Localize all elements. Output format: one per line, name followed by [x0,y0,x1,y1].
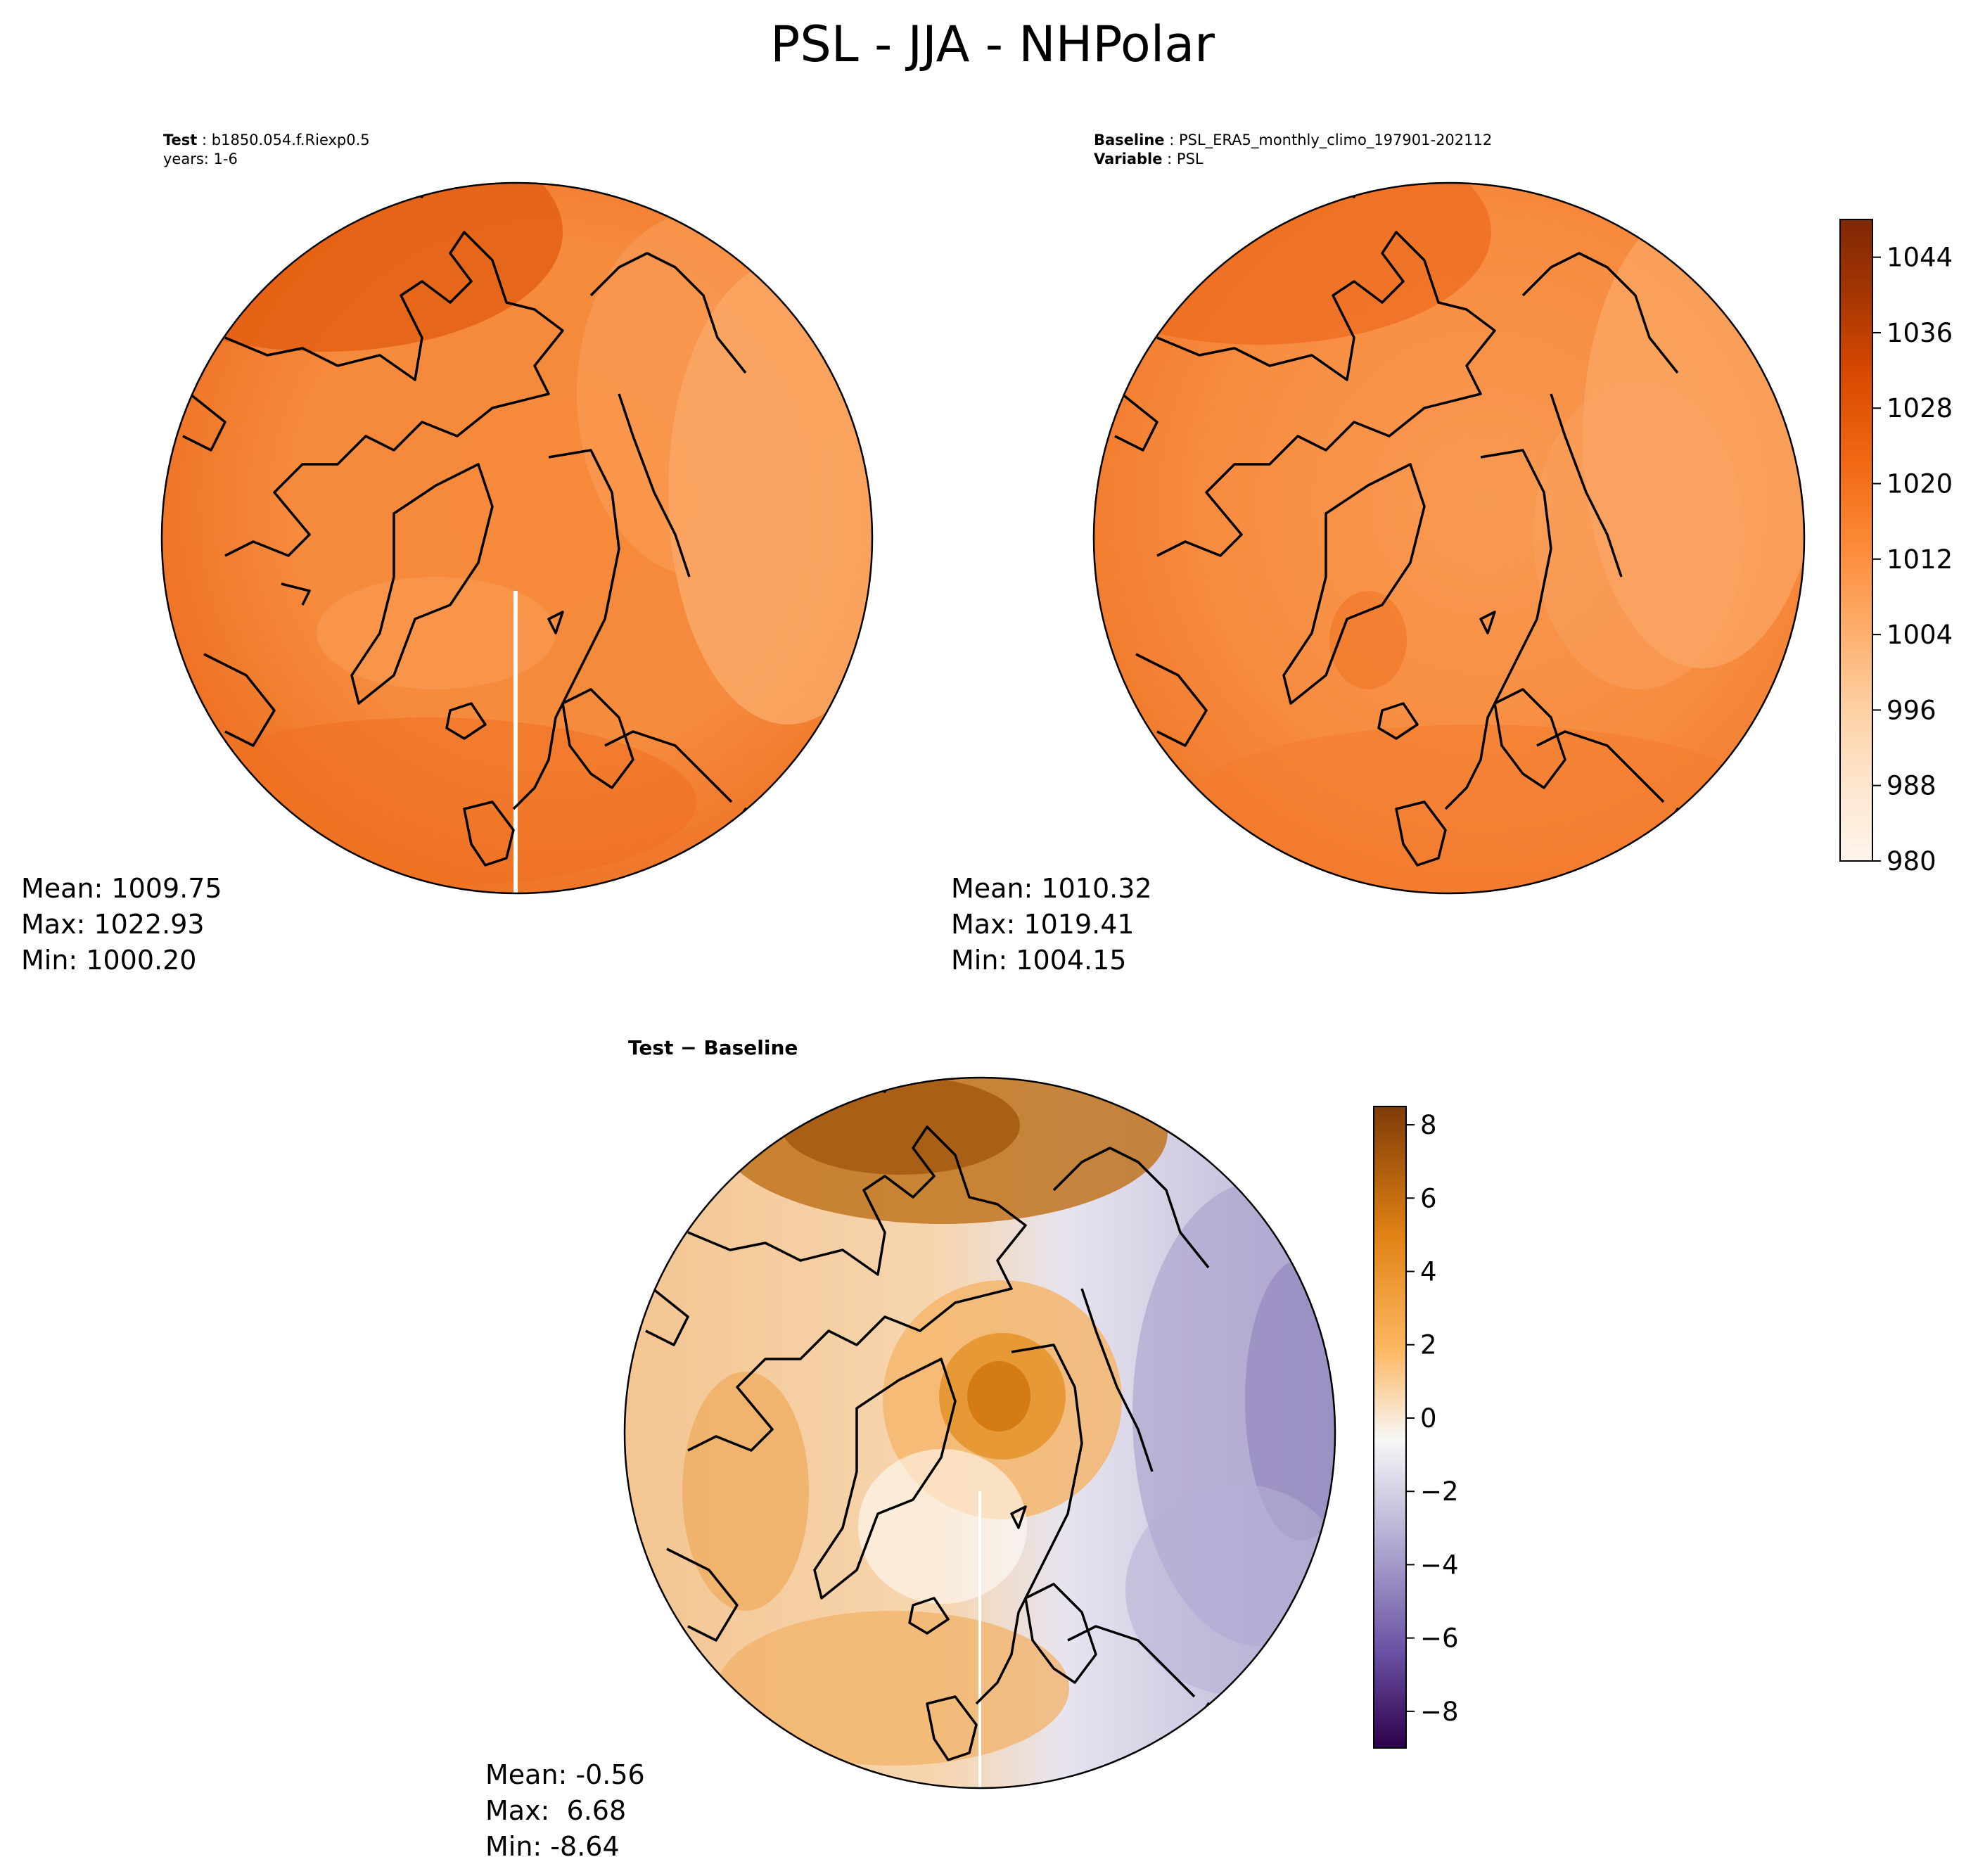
variable-label: Variable [1094,151,1163,167]
diff-tick-label: −4 [1420,1550,1459,1580]
diff-tick-label: 0 [1420,1403,1437,1434]
psl-tick-label: 1036 [1887,318,1953,348]
test-label: Test [163,132,198,148]
psl-colorbar: 980 988 996 1004 1012 1020 1028 1036 1044 [1839,219,1953,876]
diff-tick-label: 8 [1420,1110,1437,1140]
test-max: Max: 1022.93 [21,909,205,940]
test-min: Min: 1000.20 [21,945,197,976]
test-stats: Mean: 1009.75 Max: 1022.93 Min: 1000.20 [21,871,222,978]
test-years: years: 1-6 [163,151,238,167]
baseline-panel-title: Baseline : PSL_ERA5_monthly_climo_197901… [1094,132,1493,167]
baseline-map [1092,181,1806,895]
psl-tick-label: 1020 [1887,469,1953,499]
baseline-stats: Mean: 1010.32 Max: 1019.41 Min: 1004.15 [951,871,1152,978]
variable-name: PSL [1176,151,1204,167]
baseline-case-name: PSL_ERA5_monthly_climo_197901-202112 [1178,132,1493,148]
psl-tick-label: 1044 [1887,243,1953,273]
psl-tick-label: 1028 [1887,393,1953,423]
diff-tick-label: 6 [1420,1183,1437,1213]
diff-tick-label: −6 [1420,1623,1459,1654]
psl-tick-label: 988 [1887,771,1936,801]
baseline-label: Baseline [1094,132,1165,148]
psl-tick-label: 1012 [1887,544,1953,575]
diff-tick-label: 2 [1420,1330,1437,1360]
diff-colorbar: 8 6 4 2 0 −2 −4 −6 −8 [1373,1106,1459,1749]
diff-stats: Mean: -0.56 Max: 6.68 Min: -8.64 [485,1757,645,1865]
psl-tick-label: 996 [1887,695,1936,725]
diff-mean: Mean: -0.56 [485,1759,645,1790]
diff-tick-label: 4 [1420,1257,1437,1287]
test-case-name: b1850.054.f.Riexp0.5 [211,132,370,148]
diff-max: Max: 6.68 [485,1795,627,1826]
diff-tick-label: −2 [1420,1476,1459,1507]
diff-min: Min: -8.64 [485,1831,620,1862]
psl-tick-label: 1004 [1887,620,1953,650]
test-panel-title: Test : b1850.054.f.Riexp0.5 years: 1-6 [163,132,370,167]
baseline-mean: Mean: 1010.32 [951,873,1152,904]
baseline-min: Min: 1004.15 [951,945,1127,976]
psl-tick-label: 980 [1887,846,1936,876]
baseline-max: Max: 1019.41 [951,909,1135,940]
test-map [160,181,874,895]
figure-title: PSL - JJA - NHPolar [770,15,1215,73]
test-mean: Mean: 1009.75 [21,873,222,904]
diff-tick-label: −8 [1420,1697,1459,1727]
diff-map [623,1076,1336,1789]
diff-panel-title: Test − Baseline [628,1036,798,1059]
